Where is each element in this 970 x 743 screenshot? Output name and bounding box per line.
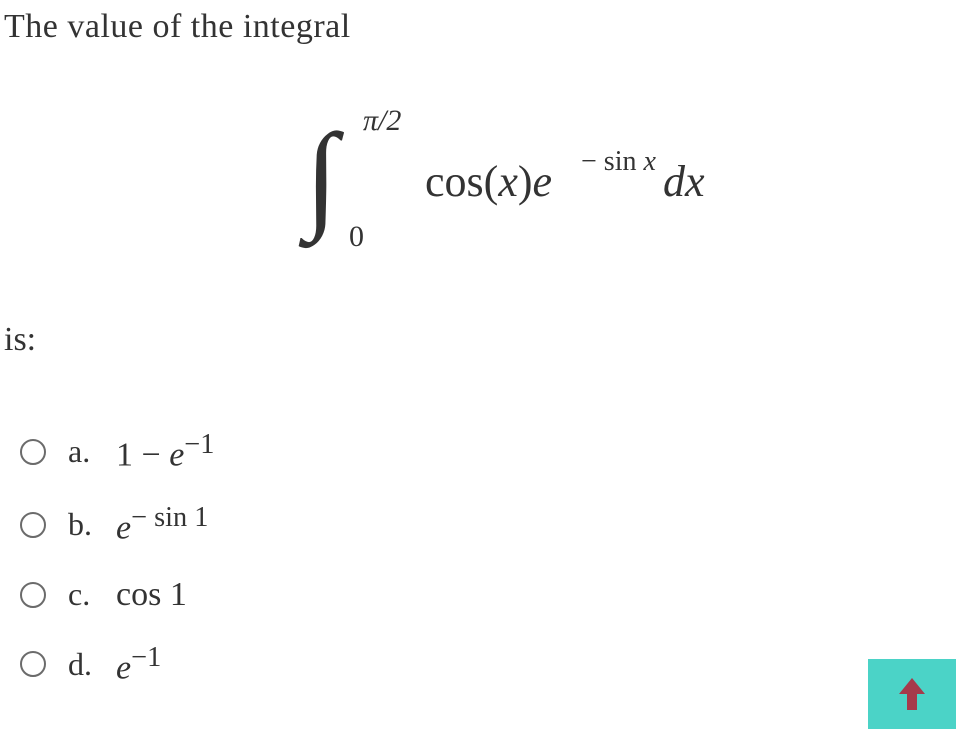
option-letter: a. — [68, 433, 116, 470]
arrow-up-icon — [895, 674, 929, 714]
radio-b[interactable] — [20, 512, 46, 538]
options-list: a. 1 − e−1 b. e− sin 1 c. cos 1 d. e−1 — [0, 429, 970, 687]
option-math: e−1 — [116, 642, 161, 687]
question-prompt-line1: The value of the integral — [0, 0, 970, 46]
option-d[interactable]: d. e−1 — [20, 642, 970, 687]
svg-text:∫: ∫ — [298, 109, 345, 249]
svg-text:− sin x: − sin x — [581, 146, 656, 177]
option-b[interactable]: b. e− sin 1 — [20, 502, 970, 547]
option-math: 1 − e−1 — [116, 429, 214, 474]
integrand-base: cos( — [425, 157, 498, 206]
question-prompt-line2: is: — [0, 321, 970, 359]
option-letter: d. — [68, 646, 116, 683]
option-c[interactable]: c. cos 1 — [20, 576, 970, 614]
option-a[interactable]: a. 1 − e−1 — [20, 429, 970, 474]
radio-c[interactable] — [20, 582, 46, 608]
integral-expression: ∫ π/2 0 cos(x)e − sin x dx — [0, 96, 970, 261]
lower-limit: 0 — [349, 220, 364, 253]
option-math: cos 1 — [116, 576, 187, 614]
scroll-to-top-button[interactable] — [868, 659, 956, 729]
svg-text:cos(x)e: cos(x)e — [425, 157, 552, 206]
upper-limit: π/2 — [363, 104, 401, 137]
option-math: e− sin 1 — [116, 502, 208, 547]
option-letter: b. — [68, 506, 116, 543]
differential: dx — [663, 157, 705, 206]
option-letter: c. — [68, 576, 116, 613]
radio-a[interactable] — [20, 439, 46, 465]
radio-d[interactable] — [20, 651, 46, 677]
